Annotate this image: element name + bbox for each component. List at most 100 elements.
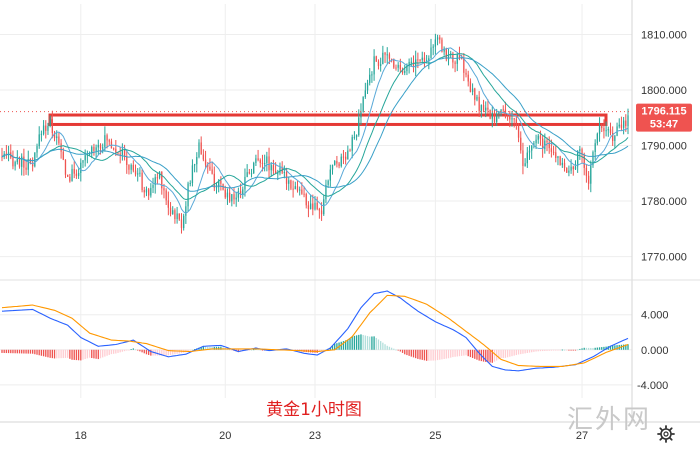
- candle-body: [548, 142, 550, 149]
- candle-body: [447, 55, 450, 60]
- moving-averages: [1, 47, 629, 215]
- candle-body: [290, 180, 292, 189]
- histogram-bar: [382, 342, 384, 350]
- histogram-bar: [605, 346, 607, 350]
- candle-body: [21, 156, 23, 167]
- candle-body: [272, 165, 275, 171]
- countdown-label: 53:47: [650, 119, 678, 131]
- histogram-bar: [377, 339, 380, 350]
- candle-body: [224, 189, 226, 198]
- candle-body: [430, 47, 432, 59]
- candle-body: [141, 172, 143, 191]
- candle-body: [45, 125, 47, 131]
- candle-body: [539, 135, 542, 139]
- candle-body: [58, 136, 60, 144]
- candle-body: [460, 58, 463, 60]
- candles[interactable]: [1, 33, 629, 234]
- histogram-bar: [445, 349, 447, 359]
- candle-body: [515, 119, 518, 126]
- histogram-bar: [97, 349, 99, 360]
- y-axis-main[interactable]: 1810.000 1800.000 1790.000 1780.000 1770.000: [641, 30, 687, 264]
- candle-body: [528, 150, 531, 153]
- ma-mid-line: [1, 57, 629, 192]
- candle-body: [360, 111, 362, 118]
- histogram-bar: [581, 348, 583, 350]
- histogram-bar: [557, 349, 559, 351]
- histogram-bar: [91, 349, 93, 359]
- histogram-bar: [423, 349, 426, 361]
- x-tick-label: 18: [75, 430, 87, 442]
- histogram-bar: [158, 349, 161, 356]
- macd-y-tick-label: 0.000: [641, 345, 669, 357]
- candle-body: [253, 162, 255, 174]
- candle-body: [235, 197, 237, 200]
- histogram-bar: [561, 349, 563, 351]
- histogram-bar: [535, 349, 537, 352]
- candle-body: [559, 156, 561, 166]
- histogram-bar: [62, 349, 64, 359]
- candle-body: [535, 139, 537, 144]
- histogram-bar: [123, 349, 126, 352]
- histogram-bar: [614, 345, 616, 350]
- histogram-bar: [18, 349, 21, 354]
- histogram-bar: [590, 347, 592, 350]
- histogram-bar: [47, 349, 49, 358]
- histogram-bar: [491, 349, 493, 363]
- current-price-label: 1796.115: [641, 106, 686, 118]
- histogram-bar: [563, 349, 566, 351]
- histogram-bar: [493, 349, 496, 362]
- histogram-bar: [56, 349, 58, 359]
- candle-body: [592, 152, 594, 166]
- candle-body: [174, 210, 176, 220]
- histogram-bar: [528, 349, 531, 353]
- candle-body: [386, 54, 388, 56]
- histogram-bar: [364, 335, 366, 350]
- candle-body: [77, 172, 80, 176]
- histogram-bar: [110, 349, 113, 355]
- candle-body: [64, 159, 67, 175]
- candle-body: [331, 164, 334, 170]
- candle-body: [546, 140, 548, 143]
- candle-body: [410, 61, 412, 63]
- candle-body: [467, 74, 469, 82]
- candle-body: [478, 96, 480, 111]
- candle-body: [97, 144, 99, 148]
- histogram-bar: [12, 349, 14, 354]
- histogram-bar: [36, 349, 38, 355]
- candle-body: [119, 153, 121, 155]
- candle-body: [436, 37, 439, 40]
- x-axis[interactable]: 18 20 23 25 27: [75, 430, 588, 442]
- candle-body: [91, 146, 93, 154]
- histogram-bar: [112, 349, 115, 354]
- histogram-bar: [515, 349, 518, 356]
- histogram-bar: [579, 348, 581, 350]
- candle-body: [268, 156, 270, 171]
- histogram-bar: [410, 349, 412, 357]
- histogram-bar: [29, 349, 32, 354]
- candle-body: [550, 148, 553, 152]
- pane-dividers: [0, 0, 700, 423]
- y-axis-macd[interactable]: 4.000 0.000 -4.000: [637, 310, 669, 392]
- histogram-bar: [53, 349, 56, 359]
- candle-body: [165, 190, 167, 201]
- candle-body: [82, 160, 84, 163]
- histogram-bar: [609, 345, 612, 350]
- histogram-bar: [592, 348, 594, 350]
- candle-body: [408, 61, 410, 66]
- histogram-bar: [38, 349, 40, 356]
- histogram-bar: [522, 349, 524, 354]
- histogram-bar: [526, 349, 528, 354]
- gear-icon[interactable]: [657, 425, 675, 443]
- candle-body: [242, 189, 244, 195]
- histogram-bar: [69, 349, 71, 359]
- candle-body: [443, 48, 445, 52]
- candle-body: [130, 164, 132, 170]
- candle-body: [506, 115, 509, 117]
- candle-body: [134, 170, 137, 175]
- histogram-bar: [471, 349, 474, 358]
- candle-body: [432, 46, 434, 48]
- histogram-bar: [134, 349, 137, 351]
- histogram-bar: [622, 344, 625, 350]
- candle-body: [482, 105, 485, 111]
- histogram-bar: [450, 349, 452, 358]
